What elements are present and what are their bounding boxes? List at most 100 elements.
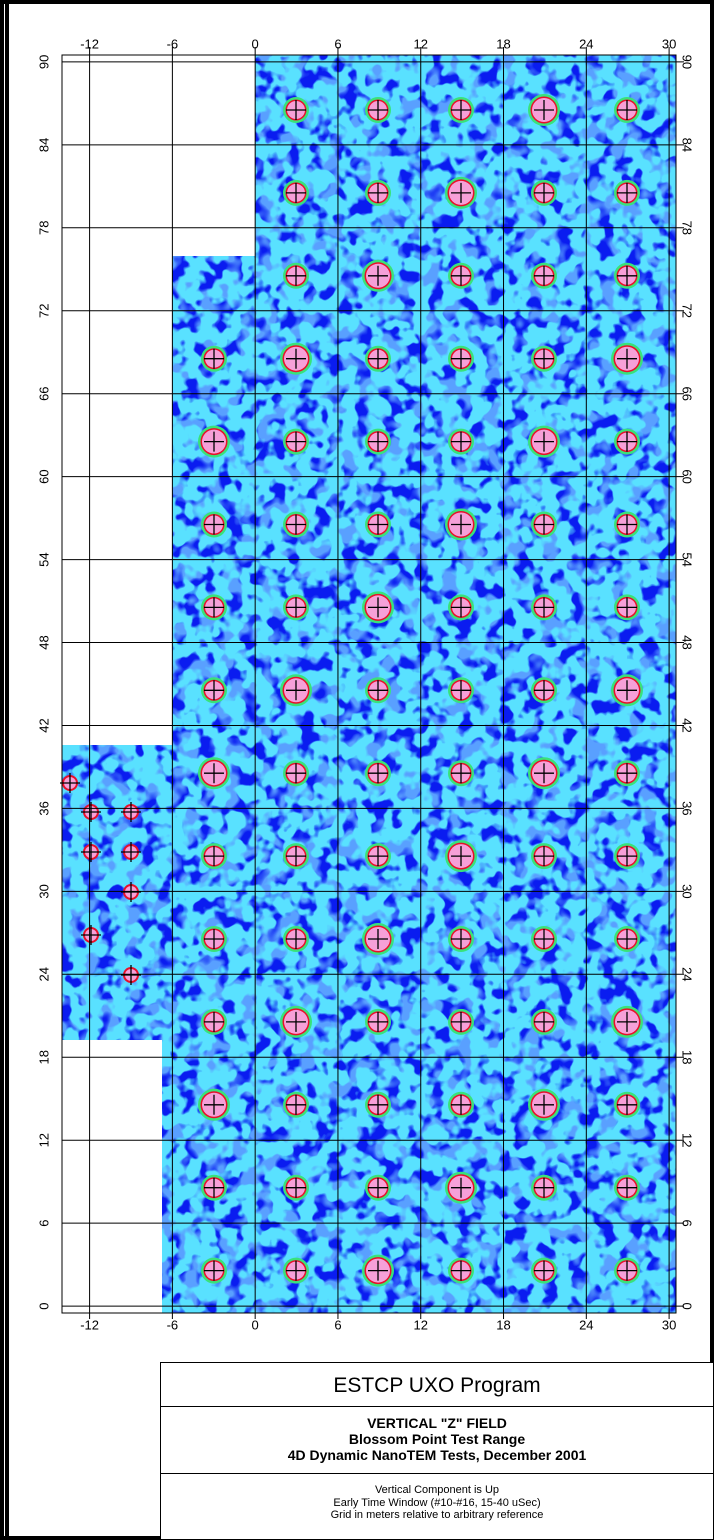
target-cross xyxy=(534,680,554,701)
y-tick-label: 24 xyxy=(36,967,51,981)
target-cross xyxy=(368,846,388,867)
target-cross xyxy=(368,1094,388,1115)
target-cross xyxy=(617,182,637,203)
target-cross xyxy=(286,929,306,949)
target-cross xyxy=(451,1260,471,1281)
target-cross xyxy=(204,680,224,701)
target-cross xyxy=(451,348,471,369)
target-cross xyxy=(204,514,224,535)
target-cross xyxy=(286,1094,306,1115)
x-tick-label: -6 xyxy=(167,36,179,51)
target-cross xyxy=(121,842,141,862)
y-tick-label: 60 xyxy=(680,469,695,483)
y-tick-label: 66 xyxy=(680,386,695,400)
target-cross xyxy=(368,929,388,949)
target-cross xyxy=(204,431,224,452)
y-tick-label: 72 xyxy=(680,304,695,318)
target-cross xyxy=(368,597,388,618)
target-cross xyxy=(121,965,141,985)
target-cross xyxy=(204,348,224,369)
y-tick-label: 6 xyxy=(680,1220,695,1227)
x-tick-label: -12 xyxy=(80,36,99,51)
y-tick-label: 48 xyxy=(680,635,695,649)
target-cross xyxy=(534,265,554,286)
y-tick-label: 90 xyxy=(36,55,51,69)
target-cross xyxy=(204,846,224,867)
target-cross xyxy=(451,100,471,120)
y-tick-label: 84 xyxy=(680,138,695,152)
target-cross xyxy=(617,929,637,949)
y-tick-label: 18 xyxy=(680,1050,695,1064)
target-cross xyxy=(451,846,471,867)
x-tick-label: 12 xyxy=(414,36,428,51)
y-tick-label: 72 xyxy=(36,304,51,318)
y-tick-label: 78 xyxy=(36,221,51,235)
target-cross xyxy=(534,763,554,784)
y-tick-label: 12 xyxy=(36,1133,51,1147)
y-tick-label: 66 xyxy=(36,386,51,400)
target-cross xyxy=(617,348,637,369)
target-cross xyxy=(451,1011,471,1032)
target-cross xyxy=(534,1260,554,1281)
y-tick-label: 36 xyxy=(36,801,51,815)
y-tick-label: 48 xyxy=(36,635,51,649)
target-cross xyxy=(286,265,306,286)
target-cross xyxy=(286,431,306,452)
target-cross xyxy=(368,680,388,701)
y-tick-label: 36 xyxy=(680,801,695,815)
target-cross xyxy=(451,597,471,618)
target-cross xyxy=(451,514,471,535)
target-cross xyxy=(617,1011,637,1032)
notes-box: Vertical Component is Up Early Time Wind… xyxy=(160,1473,714,1540)
target-cross xyxy=(534,1177,554,1198)
y-tick-label: 6 xyxy=(36,1220,51,1227)
target-cross xyxy=(451,1177,471,1198)
note-line: Grid in meters relative to arbitrary ref… xyxy=(330,1509,544,1522)
heading-box: VERTICAL "Z" FIELD Blossom Point Test Ra… xyxy=(160,1406,714,1474)
target-cross xyxy=(617,1177,637,1198)
x-tick-label: 6 xyxy=(334,1317,341,1332)
target-cross xyxy=(534,182,554,203)
target-cross xyxy=(534,514,554,535)
target-cross xyxy=(81,842,101,862)
target-cross xyxy=(451,182,471,203)
target-cross xyxy=(121,802,141,822)
target-cross xyxy=(204,1177,224,1198)
y-tick-label: 90 xyxy=(680,55,695,69)
target-cross xyxy=(368,431,388,452)
field xyxy=(62,55,676,1313)
x-tick-label: 0 xyxy=(252,36,259,51)
y-tick-label: 54 xyxy=(680,552,695,566)
target-cross xyxy=(81,925,101,945)
y-tick-label: 78 xyxy=(680,221,695,235)
y-tick-label: 84 xyxy=(36,138,51,152)
heading-line: 4D Dynamic NanoTEM Tests, December 2001 xyxy=(287,1447,587,1464)
target-cross xyxy=(121,882,141,902)
y-tick-label: 60 xyxy=(36,469,51,483)
target-cross xyxy=(617,846,637,867)
target-cross xyxy=(204,763,224,784)
x-tick-label: 18 xyxy=(496,36,510,51)
x-tick-label: 18 xyxy=(496,1317,510,1332)
target-cross xyxy=(286,100,306,120)
x-tick-label: 0 xyxy=(252,1317,259,1332)
target-cross xyxy=(204,929,224,949)
x-tick-label: -6 xyxy=(167,1317,179,1332)
target-cross xyxy=(534,846,554,867)
target-cross xyxy=(534,929,554,949)
target-cross xyxy=(204,1260,224,1281)
target-cross xyxy=(368,763,388,784)
target-cross xyxy=(534,348,554,369)
y-tick-label: 0 xyxy=(36,1302,51,1309)
field-texture xyxy=(62,55,676,1313)
target-cross xyxy=(204,1011,224,1032)
target-cross xyxy=(534,597,554,618)
target-cross xyxy=(617,597,637,618)
x-tick-label: 24 xyxy=(579,1317,593,1332)
note-line: Early Time Window (#10-#16, 15-40 uSec) xyxy=(333,1496,541,1509)
program-title: ESTCP UXO Program xyxy=(333,1374,541,1397)
x-tick-label: 6 xyxy=(334,36,341,51)
target-cross xyxy=(617,431,637,452)
